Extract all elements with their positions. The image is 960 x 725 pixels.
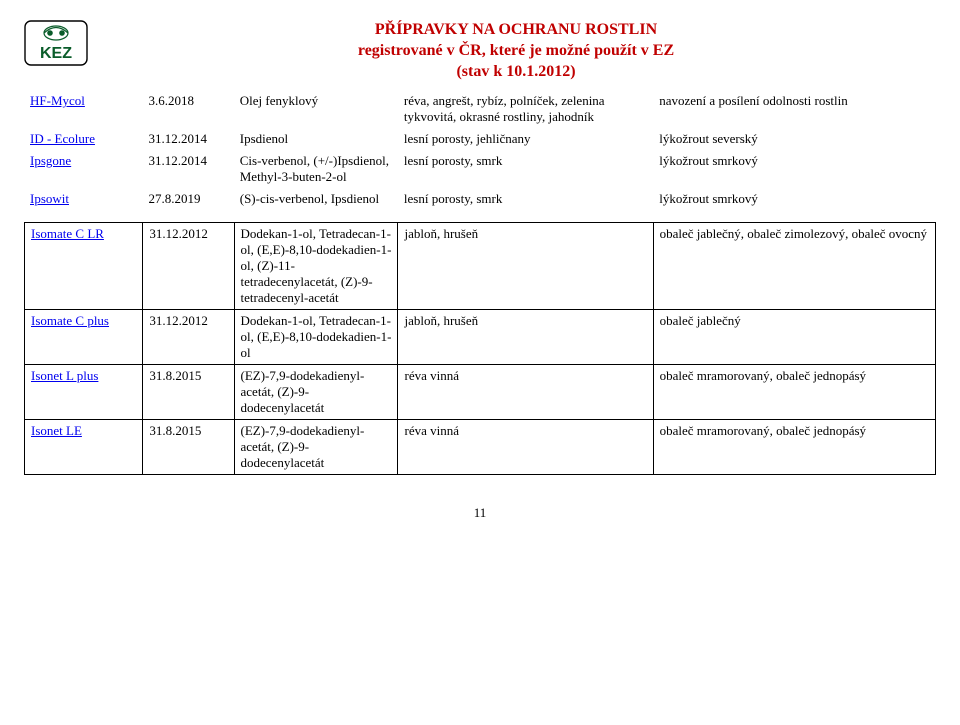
product-name-link[interactable]: Ipsowit bbox=[24, 188, 143, 210]
effect: obaleč mramorovaný, obaleč jednopásý bbox=[653, 420, 935, 475]
table-row: Isonet L plus31.8.2015(EZ)-7,9-dodekadie… bbox=[25, 365, 936, 420]
effect: lýkožrout smrkový bbox=[653, 188, 936, 210]
product-name-link[interactable]: Ipsgone bbox=[24, 150, 143, 188]
active-substance: Dodekan-1-ol, Tetradecan-1-ol, (E,E)-8,1… bbox=[234, 223, 398, 310]
crop: réva, angrešt, rybíz, polníček, zelenina… bbox=[398, 90, 653, 128]
crop: lesní porosty, smrk bbox=[398, 188, 653, 210]
expiry-date: 31.12.2012 bbox=[143, 223, 234, 310]
active-substance: Olej fenyklový bbox=[234, 90, 398, 128]
expiry-date: 31.8.2015 bbox=[143, 420, 234, 475]
effect: navození a posílení odolnosti rostlin bbox=[653, 90, 936, 128]
expiry-date: 27.8.2019 bbox=[143, 188, 234, 210]
effect: lýkožrout smrkový bbox=[653, 150, 936, 188]
product-name-link[interactable]: Isomate C LR bbox=[25, 223, 143, 310]
table-row: Isomate C LR31.12.2012Dodekan-1-ol, Tetr… bbox=[25, 223, 936, 310]
expiry-date: 3.6.2018 bbox=[143, 90, 234, 128]
crop: jabloň, hrušeň bbox=[398, 223, 653, 310]
table-products-1: HF-Mycol3.6.2018Olej fenyklovýréva, angr… bbox=[24, 90, 936, 210]
page-title: PŘÍPRAVKY NA OCHRANU ROSTLIN registrovan… bbox=[96, 20, 936, 82]
crop: lesní porosty, smrk bbox=[398, 150, 653, 188]
table-row: HF-Mycol3.6.2018Olej fenyklovýréva, angr… bbox=[24, 90, 936, 128]
product-name-link[interactable]: Isonet LE bbox=[25, 420, 143, 475]
crop: réva vinná bbox=[398, 365, 653, 420]
product-name-link[interactable]: HF-Mycol bbox=[24, 90, 143, 128]
active-substance: (EZ)-7,9-dodekadienyl-acetát, (Z)-9-dode… bbox=[234, 365, 398, 420]
product-name-link[interactable]: Isomate C plus bbox=[25, 310, 143, 365]
active-substance: Cis-verbenol, (+/-)Ipsdienol, Methyl-3-b… bbox=[234, 150, 398, 188]
svg-text:KEZ: KEZ bbox=[40, 45, 72, 62]
table-row: ID - Ecolure31.12.2014Ipsdienollesní por… bbox=[24, 128, 936, 150]
active-substance: (EZ)-7,9-dodekadienyl-acetát, (Z)-9-dode… bbox=[234, 420, 398, 475]
crop: jabloň, hrušeň bbox=[398, 310, 653, 365]
expiry-date: 31.12.2014 bbox=[143, 128, 234, 150]
expiry-date: 31.12.2014 bbox=[143, 150, 234, 188]
effect: obaleč jablečný, obaleč zimolezový, obal… bbox=[653, 223, 935, 310]
title-line-1: PŘÍPRAVKY NA OCHRANU ROSTLIN bbox=[96, 20, 936, 41]
active-substance: Dodekan-1-ol, Tetradecan-1-ol, (E,E)-8,1… bbox=[234, 310, 398, 365]
table-products-2: Isomate C LR31.12.2012Dodekan-1-ol, Tetr… bbox=[24, 222, 936, 475]
effect: obaleč jablečný bbox=[653, 310, 935, 365]
table-row: Ipsgone31.12.2014Cis-verbenol, (+/-)Ipsd… bbox=[24, 150, 936, 188]
table-row: Isonet LE31.8.2015(EZ)-7,9-dodekadienyl-… bbox=[25, 420, 936, 475]
table-row: Isomate C plus31.12.2012Dodekan-1-ol, Te… bbox=[25, 310, 936, 365]
active-substance: Ipsdienol bbox=[234, 128, 398, 150]
active-substance: (S)-cis-verbenol, Ipsdienol bbox=[234, 188, 398, 210]
product-name-link[interactable]: Isonet L plus bbox=[25, 365, 143, 420]
crop: lesní porosty, jehličnany bbox=[398, 128, 653, 150]
page-number: 11 bbox=[24, 505, 936, 521]
expiry-date: 31.12.2012 bbox=[143, 310, 234, 365]
page-header: KEZ PŘÍPRAVKY NA OCHRANU ROSTLIN registr… bbox=[24, 20, 936, 82]
table-row: Ipsowit27.8.2019(S)-cis-verbenol, Ipsdie… bbox=[24, 188, 936, 210]
title-line-3: (stav k 10.1.2012) bbox=[96, 62, 936, 83]
crop: réva vinná bbox=[398, 420, 653, 475]
logo-kez: KEZ bbox=[24, 20, 88, 66]
expiry-date: 31.8.2015 bbox=[143, 365, 234, 420]
product-name-link[interactable]: ID - Ecolure bbox=[24, 128, 143, 150]
title-line-2: registrované v ČR, které je možné použít… bbox=[96, 41, 936, 62]
effect: obaleč mramorovaný, obaleč jednopásý bbox=[653, 365, 935, 420]
effect: lýkožrout severský bbox=[653, 128, 936, 150]
